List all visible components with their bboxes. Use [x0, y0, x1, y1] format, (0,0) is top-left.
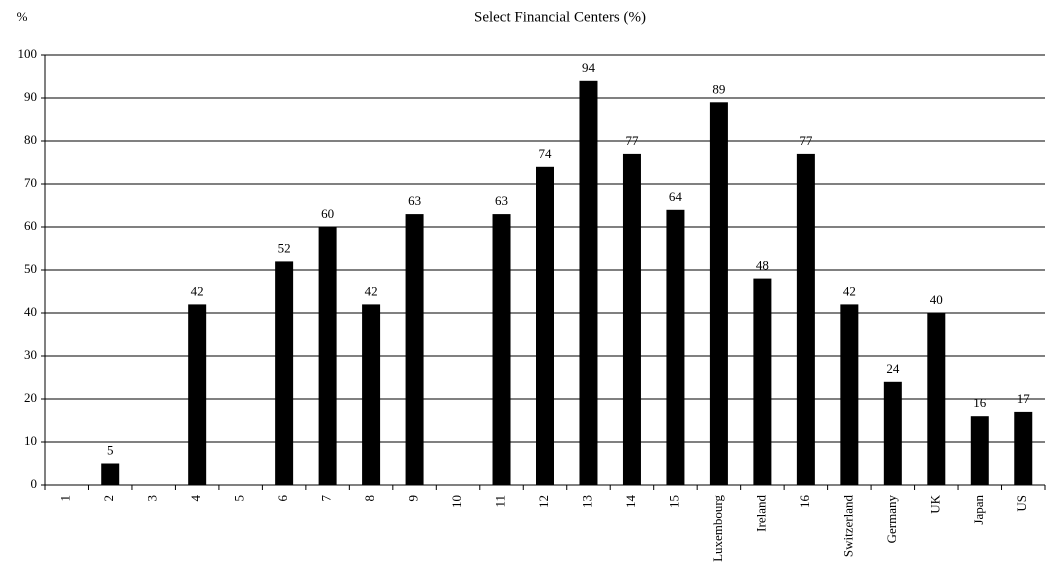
data-label: 52 [278, 240, 291, 255]
x-tick-label: US [1014, 495, 1029, 512]
y-tick-label: 40 [24, 304, 37, 319]
data-label: 89 [712, 81, 725, 96]
y-tick-label: 100 [18, 46, 38, 61]
bar [1014, 411, 1033, 485]
bar [927, 313, 946, 485]
x-tick-label: 6 [275, 495, 290, 502]
data-label: 94 [582, 60, 596, 75]
data-label: 17 [1017, 391, 1031, 406]
data-label: 77 [625, 133, 639, 148]
data-label: 42 [191, 283, 204, 298]
y-tick-label: 60 [24, 218, 37, 233]
bar [492, 214, 511, 485]
bar [101, 463, 120, 485]
data-label: 5 [107, 442, 114, 457]
x-tick-label: Luxembourg [710, 495, 725, 562]
x-tick-label: Japan [971, 495, 986, 525]
bar [275, 261, 294, 485]
bar [318, 227, 337, 485]
x-tick-label: Switzerland [840, 495, 855, 558]
y-tick-label: 90 [24, 89, 37, 104]
data-label: 42 [365, 283, 378, 298]
data-label: 77 [799, 133, 813, 148]
bar [709, 102, 728, 486]
y-tick-label: 30 [24, 347, 37, 362]
bar [362, 304, 381, 485]
x-tick-label: Ireland [753, 495, 768, 532]
y-tick-label: 50 [24, 261, 37, 276]
y-tick-label: 80 [24, 132, 37, 147]
data-label: 24 [886, 361, 900, 376]
bar [536, 166, 554, 486]
bar [840, 304, 859, 485]
bar [883, 381, 902, 485]
x-tick-label: 14 [623, 495, 638, 509]
x-tick-label: Germany [884, 495, 899, 544]
bar [970, 416, 989, 485]
x-tick-label: 13 [579, 495, 594, 508]
y-tick-label: 70 [24, 175, 37, 190]
bar [796, 153, 815, 485]
x-tick-label: 16 [797, 495, 812, 509]
x-tick-label: 12 [536, 495, 551, 508]
x-tick-label: 4 [188, 495, 203, 502]
data-label: 63 [408, 193, 421, 208]
x-tick-label: 9 [406, 495, 421, 502]
data-label: 74 [539, 146, 553, 161]
y-axis-label: % [17, 9, 28, 24]
x-tick-label: 5 [232, 495, 247, 502]
data-label: 63 [495, 193, 508, 208]
bar [188, 304, 207, 485]
x-tick-label: 8 [362, 495, 377, 502]
x-tick-label: 7 [319, 495, 334, 502]
x-tick-label: 1 [58, 495, 73, 502]
bar [666, 209, 685, 486]
data-label: 40 [930, 292, 943, 307]
y-tick-label: 10 [24, 433, 37, 448]
bar [753, 278, 772, 485]
bar [405, 214, 424, 485]
data-label: 42 [843, 283, 856, 298]
x-tick-label: 3 [145, 495, 160, 502]
x-tick-label: 2 [101, 495, 116, 502]
data-label: 48 [756, 258, 769, 273]
data-label: 64 [669, 189, 683, 204]
x-tick-label: 15 [666, 495, 681, 508]
bar [579, 80, 598, 486]
bar [622, 153, 641, 485]
x-tick-label: UK [927, 494, 942, 513]
chart-title: Select Financial Centers (%) [474, 9, 646, 25]
data-label: 16 [973, 395, 987, 410]
data-label: 60 [321, 206, 334, 221]
y-tick-label: 20 [24, 390, 37, 405]
x-tick-label: 10 [449, 495, 464, 508]
y-tick-label: 0 [31, 476, 38, 491]
x-tick-label: 11 [493, 495, 508, 508]
